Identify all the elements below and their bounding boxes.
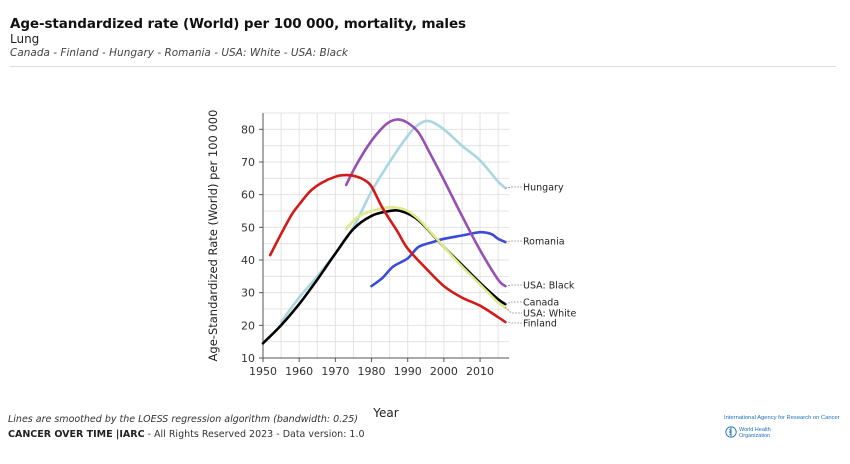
y-tick-label: 60	[241, 189, 255, 202]
end-label-leader	[505, 186, 522, 189]
end-label-leader	[505, 307, 522, 314]
y-axis-title: Age-Standardized Rate (World) per 100 00…	[206, 110, 220, 362]
end-label-romania: Romania	[523, 237, 565, 248]
end-label-hungary: Hungary	[523, 183, 564, 194]
y-tick-label: 70	[241, 156, 255, 169]
y-tick-label: 30	[241, 287, 255, 300]
end-label-usa-white: USA: White	[523, 309, 576, 320]
end-label-canada: Canada	[523, 298, 559, 309]
x-tick-label: 1990	[394, 365, 422, 378]
who-line-1: World Health	[739, 427, 771, 433]
y-tick-label: 40	[241, 254, 255, 267]
countries-list: Canada - Finland - Hungary - Romania - U…	[10, 47, 348, 59]
x-axis-title: Year	[372, 406, 398, 420]
series-line-usa-white	[344, 206, 507, 309]
x-tick-label: 2010	[466, 365, 494, 378]
series-line-finland	[268, 173, 507, 324]
cancer-site-subtitle: Lung	[10, 32, 40, 46]
series-line-hungary	[279, 119, 507, 324]
who-line-2: Organization	[739, 433, 771, 439]
iarc-who-logo[interactable]: International Agency for Research on Can…	[724, 415, 840, 445]
brand-name: CANCER OVER TIME |IARC	[8, 429, 145, 440]
chart-title: Age-standardized rate (World) per 100 00…	[10, 16, 466, 32]
x-tick-label: 1980	[358, 365, 386, 378]
header-divider	[10, 66, 836, 67]
end-label-usa-black: USA: Black	[523, 281, 575, 292]
end-label-leader	[505, 240, 522, 243]
iarc-logo-text: International Agency for Research on Can…	[724, 415, 840, 421]
x-tick-label: 1970	[321, 365, 349, 378]
y-tick-label: 10	[241, 352, 255, 365]
who-logo-text: World Health Organization	[739, 427, 771, 439]
copyright-line: CANCER OVER TIME |IARC - All Rights Rese…	[8, 429, 365, 440]
end-label-finland: Finland	[523, 319, 557, 330]
x-tick-label: 2000	[430, 365, 458, 378]
series-line-usa-black	[344, 118, 507, 288]
y-tick-label: 20	[241, 319, 255, 332]
y-tick-label: 50	[241, 221, 255, 234]
x-tick-label: 1950	[249, 365, 277, 378]
x-tick-label: 1960	[285, 365, 313, 378]
rights-text: - All Rights Reserved 2023 - Data versio…	[144, 429, 365, 440]
smoothing-footnote: Lines are smoothed by the LOESS regressi…	[8, 414, 358, 425]
end-label-leader	[505, 284, 522, 287]
who-emblem-icon	[725, 426, 737, 438]
end-label-leader	[505, 301, 522, 305]
end-label-leader	[505, 321, 522, 324]
y-tick-label: 80	[241, 123, 255, 136]
